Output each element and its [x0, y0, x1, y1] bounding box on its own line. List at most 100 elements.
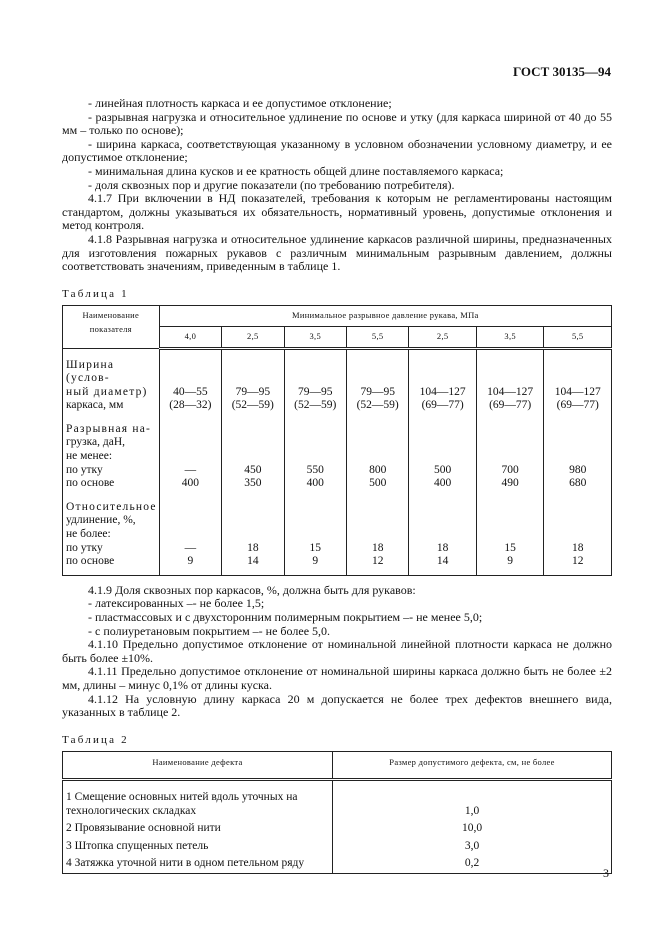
label-line: удлинение, %,	[66, 514, 136, 527]
width-cell: 79—95 (52—59)	[345, 348, 410, 413]
width-cell: 79—95 (52—59)	[221, 348, 285, 413]
warp-value: 400	[306, 477, 324, 490]
width-cell: 104—127 (69—77)	[475, 348, 545, 413]
elong-cell: —9	[158, 490, 223, 576]
label-line: Разрывная на-	[66, 422, 152, 435]
width-range: 104—127	[419, 385, 466, 398]
weft-value: 500	[434, 463, 452, 476]
width-cell: 79—95 (52—59)	[283, 348, 347, 413]
diameter-range: (69—77)	[489, 399, 532, 412]
weft-value: 980	[569, 463, 587, 476]
defect-size: 3,0	[332, 837, 612, 856]
defect-size: 0,2	[332, 855, 612, 874]
defect-name: 2 Провязывание основной нити	[62, 820, 333, 838]
row-label-width: Ширина (услов- ный диаметр) каркаса, мм	[62, 348, 160, 413]
paragraph: - минимальная длина кусков и ее кратност…	[88, 163, 504, 178]
table1-caption: Таблица 1	[62, 287, 129, 300]
weft-value: 18	[436, 541, 449, 554]
width-cell: 104—127 (69—77)	[408, 348, 477, 413]
diameter-range: (52—59)	[231, 399, 274, 412]
width-range: 104—127	[554, 385, 601, 398]
document-id: ГОСТ 30135—94	[512, 64, 611, 79]
warp-value: 9	[312, 555, 319, 568]
defect-size: 1,0	[332, 779, 612, 821]
label-line: Ширина (услов-	[66, 358, 115, 385]
label-line: каркаса, мм	[66, 399, 124, 412]
warp-value: 350	[244, 477, 262, 490]
table2-caption: Таблица 2	[62, 733, 129, 746]
weft-value: 15	[309, 541, 322, 554]
paragraph: - латексированных –- не более 1,5;	[88, 596, 265, 611]
paragraph: - с полиуретановым покрытием –- не более…	[88, 623, 331, 638]
weft-value: 15	[504, 541, 516, 554]
load-cell: 980 680	[543, 412, 612, 491]
paragraph-4-1-9: 4.1.9 Доля сквозных пор каркасов, %, дол…	[88, 582, 416, 597]
warp-value: 9	[507, 555, 514, 568]
label-line: по основе	[66, 555, 115, 568]
load-cell: 450 350	[221, 412, 285, 491]
defect-size: 10,0	[332, 820, 612, 838]
diameter-range: (52—59)	[294, 399, 337, 412]
table-row: 1 Смещение основных нитей вдоль уточных …	[62, 779, 612, 821]
row-label-elongation: Относительное удлинение, %, не более: по…	[62, 490, 160, 576]
paragraph: - пластмассовых и с двухсторонним полиме…	[88, 610, 483, 624]
elong-cell: 18 12	[543, 490, 612, 576]
warp-value: 680	[569, 477, 587, 490]
pressure-header: 2,5	[408, 326, 477, 350]
weft-value: 700	[501, 463, 519, 476]
weft-value: 450	[244, 463, 262, 476]
defect-name: 4 Затяжка уточной нити в одном петельном…	[62, 855, 333, 874]
width-range: 79—95	[360, 385, 395, 398]
load-cell: —400	[158, 412, 223, 491]
table-row: 2 Провязывание основной нити 10,0	[62, 820, 612, 838]
paragraph-4-1-7: 4.1.7 При включении в НД показателей, тр…	[62, 191, 612, 233]
label-line: ный диаметр)	[66, 385, 148, 398]
weft-value: 800	[369, 463, 387, 476]
width-range: 79—95	[298, 385, 333, 398]
pressure-header: 2,5	[221, 326, 285, 350]
paragraph-4-1-12: 4.1.12 На условную длину каркаса 20 м до…	[62, 691, 612, 720]
defect-name: 3 Штопка спущенных петель	[62, 837, 333, 856]
paragraph: - линейная плотность каркаса и ее допуст…	[88, 96, 392, 110]
paragraph: - доля сквозных пор и другие показатели …	[88, 177, 455, 192]
page-number: 3	[603, 866, 609, 880]
table-row: 4 Затяжка уточной нити в одном петельном…	[62, 855, 612, 874]
label-line: грузка, даН,	[66, 436, 126, 449]
table-1: Наименование показателя Минимальное разр…	[62, 305, 613, 576]
pressure-header: 3,5	[475, 326, 545, 350]
label-line: не более:	[66, 528, 111, 541]
warp-value: 400	[181, 477, 199, 490]
load-cell: 800 500	[345, 412, 410, 491]
row-label-load: Разрывная на- грузка, даН, не менее: по …	[62, 412, 160, 491]
col-header-size: Размер допустимого дефекта, см, не более	[332, 751, 612, 781]
weft-value: —	[184, 463, 197, 476]
col-header-defect: Наименование дефекта	[62, 751, 333, 781]
label-line: по утку	[66, 541, 103, 554]
defect-name: 1 Смещение основных нитей вдоль уточных …	[62, 779, 333, 821]
warp-value: 500	[369, 477, 387, 490]
weft-value: 18	[371, 541, 384, 554]
elong-cell: 18 12	[345, 490, 410, 576]
width-cell: 40—55 (28—32)	[158, 348, 223, 413]
table-row: 3 Штопка спущенных петель 3,0	[62, 837, 612, 856]
pressure-header: 5,5	[543, 326, 612, 350]
diameter-range: (28—32)	[169, 399, 212, 412]
weft-value: 18	[247, 541, 259, 554]
load-cell: 550 400	[283, 412, 347, 491]
label-line: не менее:	[66, 450, 113, 463]
paragraph-4-1-10: 4.1.10 Предельно допустимое отклонение о…	[62, 637, 612, 665]
warp-value: 12	[571, 555, 584, 568]
warp-value: 490	[501, 477, 519, 490]
diameter-range: (52—59)	[356, 399, 399, 412]
elong-cell: 15 9	[475, 490, 545, 576]
elong-cell: 15 9	[283, 490, 347, 576]
width-range: 40—55	[173, 385, 208, 398]
paragraph-4-1-8: 4.1.8 Разрывная нагрузка и относительное…	[62, 231, 612, 274]
label-line: Относительное	[66, 500, 157, 513]
diameter-range: (69—77)	[556, 399, 599, 412]
table-2: Наименование дефекта Размер допустимого …	[62, 751, 612, 874]
warp-value: 14	[436, 555, 449, 568]
weft-value: —	[184, 541, 197, 554]
warp-value: 14	[247, 555, 259, 568]
diameter-range: (69—77)	[421, 399, 464, 412]
